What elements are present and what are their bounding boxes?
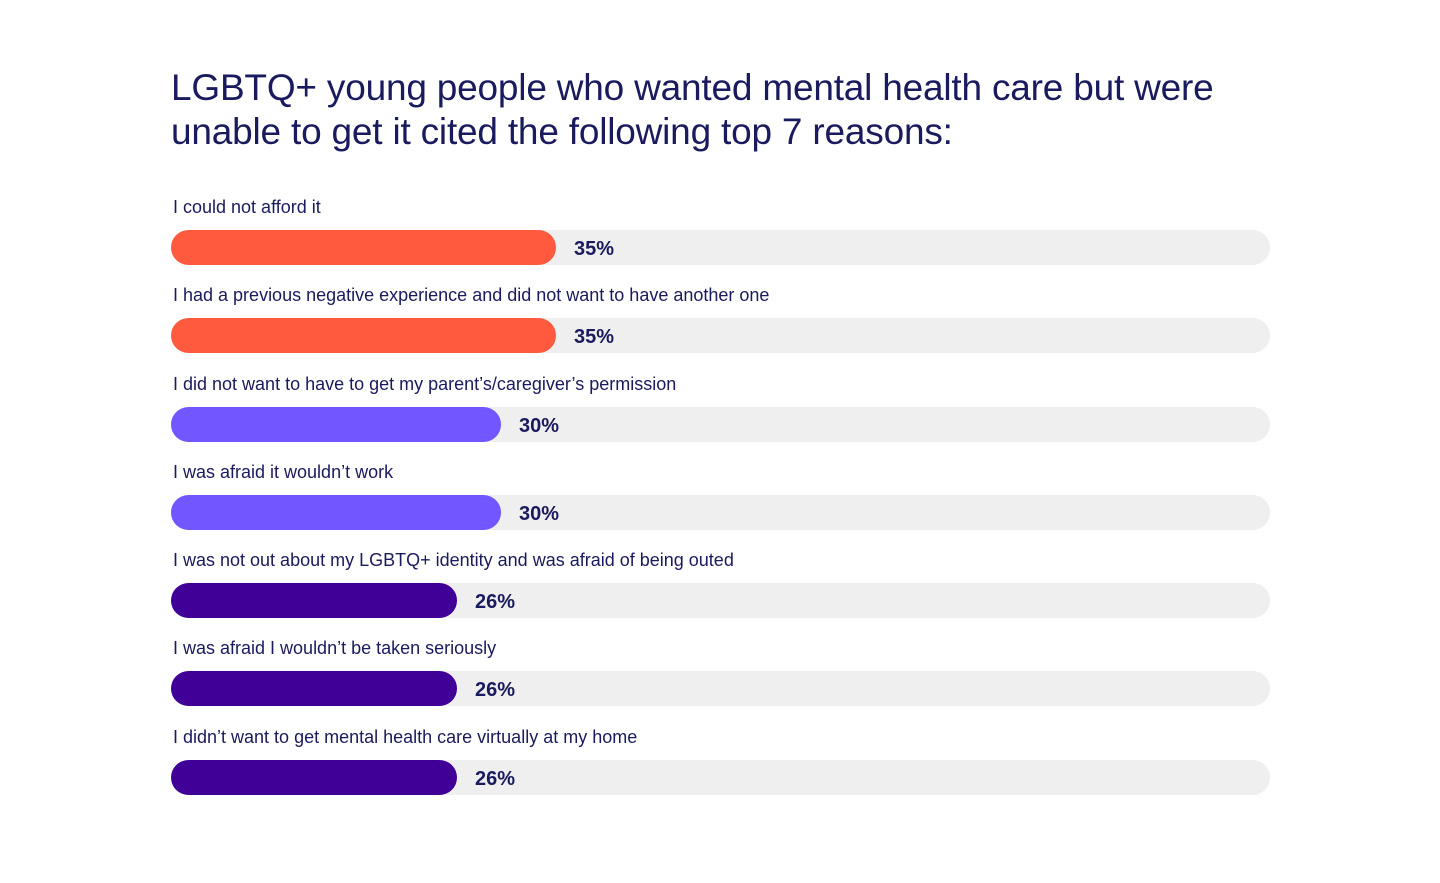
value-label: 30% — [519, 414, 560, 437]
bar-label: I did not want to have to get my parent’… — [173, 373, 677, 394]
bar-row: I was afraid I wouldn’t be taken serious… — [171, 633, 1271, 721]
bar — [171, 494, 501, 530]
chart-title: LGBTQ+ young people who wanted mental he… — [171, 67, 1214, 152]
bar-label: I was afraid it wouldn’t work — [173, 461, 394, 482]
bar-track — [171, 494, 1270, 530]
bar-row: I had a previous negative experience and… — [171, 280, 1271, 368]
bar — [171, 318, 556, 354]
bar — [171, 671, 457, 707]
bar-track — [171, 583, 1270, 619]
bar-label: I could not afford it — [173, 197, 321, 217]
bar-row: I was afraid it wouldn’t work 30% — [171, 457, 1271, 545]
bar-label: I had a previous negative experience and… — [173, 285, 770, 306]
chart-container: LGBTQ+ young people who wanted mental he… — [171, 66, 1271, 795]
bar-track — [171, 671, 1270, 707]
bar-label: I was not out about my LGBTQ+ identity a… — [173, 550, 734, 571]
value-label: 35% — [574, 238, 615, 260]
value-label: 30% — [519, 502, 560, 525]
bar-label: I was afraid I wouldn’t be taken serious… — [173, 638, 497, 659]
bar-label: I didn’t want to get mental health care … — [173, 726, 638, 747]
bar-track — [171, 759, 1270, 795]
bar — [171, 583, 457, 619]
value-label: 35% — [574, 326, 615, 349]
bar-track — [171, 318, 1270, 354]
value-label: 26% — [475, 679, 516, 702]
value-label: 26% — [475, 767, 516, 790]
bar-row: I could not afford it 35% — [171, 192, 1271, 280]
bar — [171, 230, 556, 265]
bar-row: I did not want to have to get my parent’… — [171, 369, 1271, 457]
bar — [171, 759, 457, 795]
bar-rows: I could not afford it 35% I had a previo… — [171, 192, 1271, 810]
bar-track — [171, 230, 1270, 265]
bar-row: I was not out about my LGBTQ+ identity a… — [171, 545, 1271, 633]
bar-row: I didn’t want to get mental health care … — [171, 722, 1271, 810]
value-label: 26% — [475, 591, 516, 614]
bar — [171, 406, 501, 442]
bar-track — [171, 406, 1270, 442]
